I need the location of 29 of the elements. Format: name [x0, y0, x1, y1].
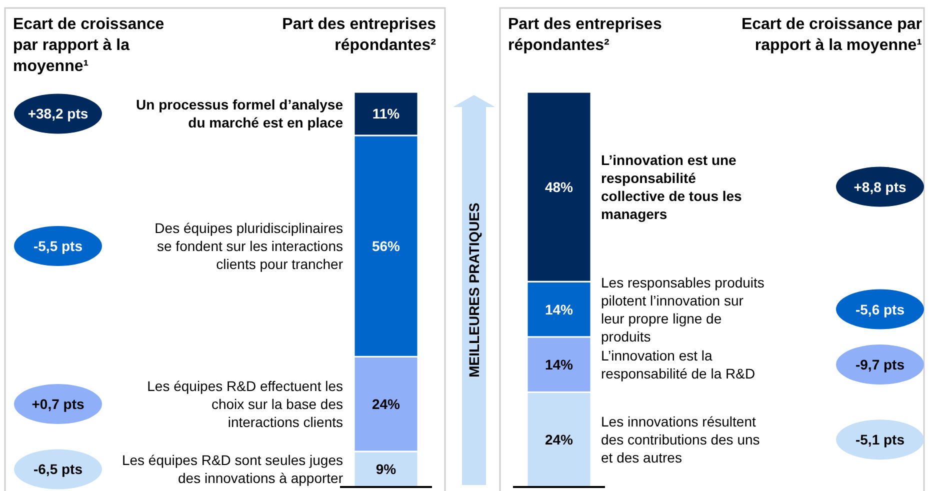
text: +38,2 pts: [28, 106, 88, 122]
data-label: 11%: [372, 106, 400, 122]
text: Ecart de croissance par rapport à la moyenne¹: [741, 16, 922, 54]
text: -5,5 pts: [33, 238, 83, 254]
series-label: Les innovations résultent des contributions des uns et des autres: [601, 414, 760, 466]
chart-title: Part des entreprises répondantes²: [508, 16, 662, 54]
text: +0,7 pts: [32, 396, 84, 412]
data-label: 9%: [376, 461, 397, 478]
series-label: L’innovation est la responsabilité de la R&D: [601, 348, 756, 382]
data-label: 14%: [544, 301, 574, 318]
data-label: 24%: [372, 396, 401, 412]
chart-title: Part des entreprises répondantes²: [282, 16, 436, 54]
data-label: 56%: [372, 238, 401, 254]
text: MEILLEURES PRATIQUES: [466, 202, 482, 378]
text: -6,5 pts: [33, 461, 83, 478]
data-label: 14%: [544, 356, 574, 373]
data-label: 24%: [544, 432, 574, 448]
series-label: Un processus formel d’analyse du marché est en place: [136, 96, 344, 131]
series-label: Les responsables produits pilotent l’innovation sur leur propre ligne de produits: [601, 274, 764, 344]
series-label: Les équipes R&D effectuent les choix sur la base des interactions clients: [147, 378, 343, 430]
series-label: Des équipes pluridisciplinaires se fondent sur les interactions clients pour trancher: [154, 220, 344, 272]
data-label: 48%: [544, 178, 574, 195]
text: Ecart de croissance par rapport à la moyenne¹: [13, 16, 164, 75]
text: -5,1 pts: [855, 432, 905, 448]
text: -9,7 pts: [855, 356, 905, 373]
text: -5,6 pts: [855, 301, 905, 318]
series-label: Les équipes R&D sont seules juges des innovations à apporter: [122, 452, 344, 486]
text: +8,8 pts: [854, 178, 906, 195]
series-label: L’innovation est une responsabilité collective de tous les managers: [601, 152, 742, 222]
